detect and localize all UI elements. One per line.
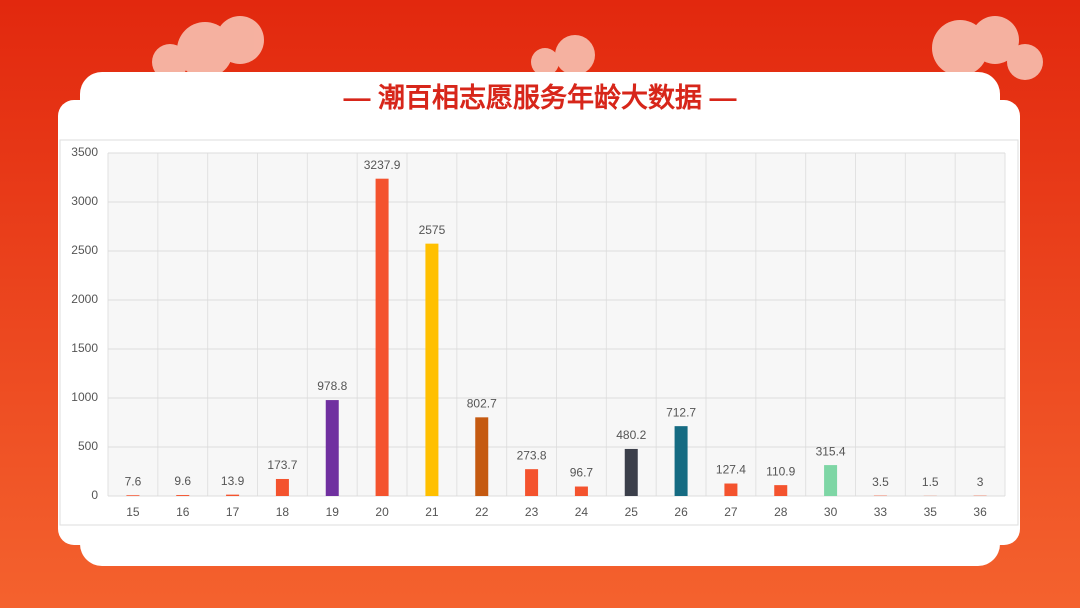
bar	[126, 495, 139, 496]
y-tick-label: 1500	[71, 341, 98, 355]
value-label: 480.2	[616, 428, 646, 442]
x-tick-label: 22	[475, 505, 489, 519]
x-tick-label: 27	[724, 505, 738, 519]
value-label: 2575	[419, 223, 446, 237]
x-tick-label: 20	[375, 505, 389, 519]
bar	[226, 495, 239, 496]
x-tick-label: 24	[575, 505, 589, 519]
x-tick-label: 15	[126, 505, 140, 519]
value-label: 3237.9	[364, 158, 401, 172]
y-tick-label: 3000	[71, 194, 98, 208]
x-tick-label: 28	[774, 505, 788, 519]
bar	[326, 400, 339, 496]
bar	[376, 179, 389, 496]
bar	[425, 244, 438, 496]
bar	[176, 495, 189, 496]
bar	[276, 479, 289, 496]
value-label: 315.4	[816, 444, 846, 458]
value-label: 3.5	[872, 475, 889, 489]
bar	[625, 449, 638, 496]
value-label: 7.6	[125, 474, 142, 488]
bar	[675, 426, 688, 496]
bar	[475, 417, 488, 496]
bar	[724, 484, 737, 496]
value-label: 273.8	[517, 448, 547, 462]
y-tick-label: 0	[91, 488, 98, 502]
chart-title: — 潮百相志愿服务年龄大数据 —	[343, 82, 736, 113]
x-tick-label: 21	[425, 505, 439, 519]
value-label: 173.7	[267, 458, 297, 472]
y-tick-label: 500	[78, 439, 98, 453]
bar	[525, 469, 538, 496]
value-label: 9.6	[174, 474, 191, 488]
value-label: 802.7	[467, 397, 497, 411]
value-label: 978.8	[317, 379, 347, 393]
x-tick-label: 17	[226, 505, 240, 519]
y-tick-label: 3500	[71, 145, 98, 159]
bar	[575, 487, 588, 496]
x-tick-label: 35	[924, 505, 938, 519]
value-label: 127.4	[716, 463, 746, 477]
x-tick-label: 33	[874, 505, 888, 519]
y-tick-label: 2500	[71, 243, 98, 257]
x-tick-label: 25	[625, 505, 639, 519]
value-label: 96.7	[570, 466, 594, 480]
y-tick-label: 2000	[71, 292, 98, 306]
value-label: 3	[977, 475, 984, 489]
x-tick-label: 23	[525, 505, 539, 519]
x-tick-label: 36	[973, 505, 987, 519]
x-tick-label: 26	[674, 505, 688, 519]
x-tick-label: 16	[176, 505, 190, 519]
x-tick-label: 30	[824, 505, 838, 519]
x-tick-label: 18	[276, 505, 290, 519]
x-tick-label: 19	[326, 505, 340, 519]
value-label: 1.5	[922, 475, 939, 489]
y-tick-label: 1000	[71, 390, 98, 404]
value-label: 110.9	[766, 464, 795, 478]
bar	[824, 465, 837, 496]
bar	[774, 485, 787, 496]
value-label: 712.7	[666, 405, 696, 419]
value-label: 13.9	[221, 474, 245, 488]
